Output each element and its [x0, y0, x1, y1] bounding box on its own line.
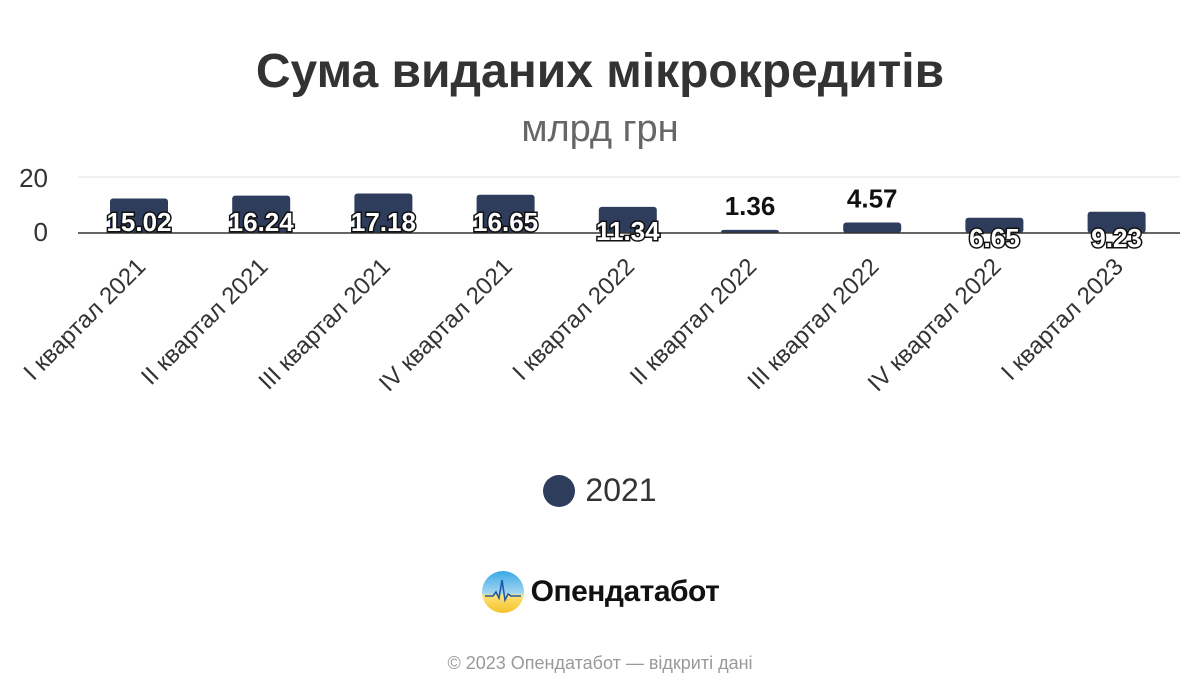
value-label: 16.24: [229, 207, 295, 237]
bar: [476, 194, 535, 233]
value-label: 6.65: [969, 223, 1020, 253]
bars-group: [110, 193, 1146, 233]
value-label: 9.23: [1091, 223, 1142, 253]
x-tick-label: III квартал 2022: [742, 253, 884, 395]
x-tick-label: II квартал 2021: [136, 253, 273, 390]
brand-name: Опендатабот: [530, 575, 720, 608]
x-tick-label: IV квартал 2022: [863, 253, 1007, 397]
chart-subtitle: млрд грн: [521, 108, 679, 150]
brand: Опендатабот: [0, 570, 1200, 614]
x-tick-label: I квартал 2021: [19, 253, 152, 386]
x-tick-label: I квартал 2022: [507, 253, 640, 386]
legend-label: 2021: [585, 472, 657, 508]
y-tick-0: 0: [34, 217, 48, 247]
legend-swatch: [543, 474, 576, 507]
bar-chart: 20 0 15.02 16.24 17.18 16.65 11.34 1.36 4.57 6.…: [19, 163, 1180, 397]
bar: [598, 206, 657, 233]
value-label: 4.57: [847, 183, 898, 213]
x-tick-label: III квартал 2021: [254, 253, 396, 395]
x-tick-label: IV квартал 2021: [374, 253, 518, 397]
value-label: 11.34: [596, 216, 660, 246]
footer-copyright: © 2023 Опендатабот — відкриті дані: [447, 653, 753, 673]
value-label: 16.65: [473, 207, 538, 237]
chart-title: Сума виданих мікрокредитів: [255, 45, 945, 98]
bar: [721, 229, 779, 233]
bar: [1087, 211, 1146, 233]
legend: 2021: [0, 472, 1200, 509]
bar: [110, 198, 168, 233]
opendatabot-logo-icon: [481, 571, 524, 613]
bar: [354, 193, 413, 233]
x-tick-label: I квартал 2023: [996, 253, 1129, 386]
value-label: 17.18: [351, 207, 416, 237]
value-label: 1.36: [725, 191, 776, 221]
x-tick-label: II квартал 2022: [625, 253, 762, 390]
value-label: 15.02: [106, 207, 171, 237]
bar: [843, 222, 902, 233]
y-tick-20: 20: [19, 163, 48, 193]
value-labels-group: 15.02 16.24 17.18 16.65 11.34 1.36 4.57 6.65 9.2…: [105, 183, 1143, 254]
bar: [232, 195, 291, 233]
bar: [965, 217, 1024, 233]
